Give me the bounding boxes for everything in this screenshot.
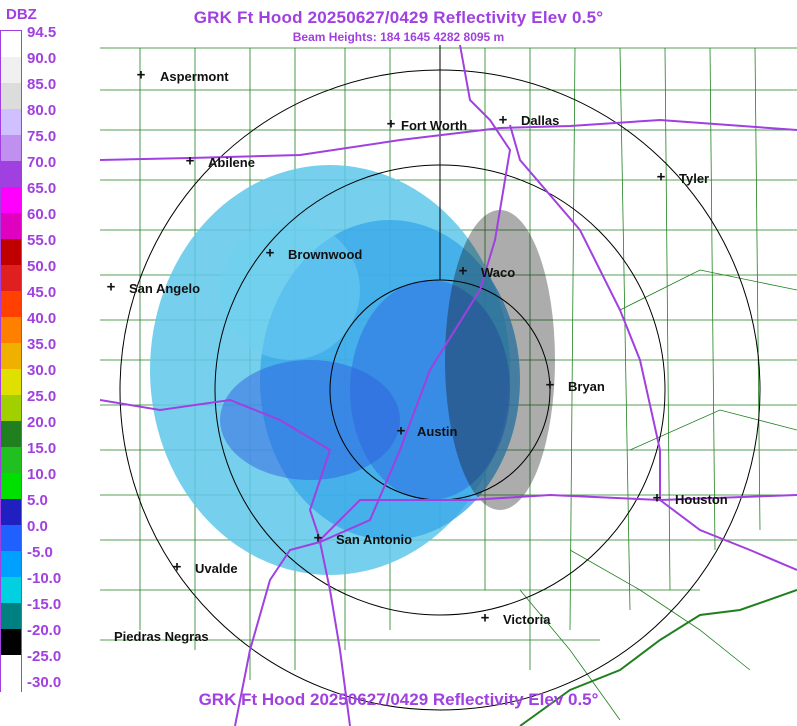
legend-swatch — [1, 83, 21, 109]
legend-label: 65.0 — [27, 180, 57, 197]
legend-label: -5.0 — [27, 544, 53, 561]
city-label: Abilene — [208, 155, 255, 170]
legend-label: 35.0 — [27, 336, 57, 353]
legend-swatch — [1, 525, 21, 551]
legend-label: 5.0 — [27, 492, 48, 509]
city-label: Piedras Negras — [114, 629, 209, 644]
footer-title: GRK Ft Hood 20250627/0429 Reflectivity E… — [198, 690, 599, 709]
legend-label: 85.0 — [27, 76, 57, 93]
beam-heights: Beam Heights: 184 1645 4282 8095 m — [292, 30, 505, 44]
legend-label: 20.0 — [27, 414, 57, 431]
city-marker: + — [136, 66, 146, 84]
city-label: San Antonio — [336, 532, 413, 547]
city-label: Bryan — [568, 379, 605, 394]
legend-label: 50.0 — [27, 258, 57, 275]
city-marker: + — [480, 609, 490, 627]
city-label: Fort Worth — [401, 118, 468, 133]
radar-map[interactable] — [100, 30, 797, 726]
city-marker: + — [313, 529, 323, 547]
city-marker: + — [172, 558, 182, 576]
legend-label: 55.0 — [27, 232, 57, 249]
legend-swatch — [1, 265, 21, 291]
legend-swatch — [1, 551, 21, 577]
legend-label: 10.0 — [27, 466, 57, 483]
legend-label: -15.0 — [27, 596, 62, 613]
city-marker: + — [545, 376, 555, 394]
dbz-color-legend — [0, 30, 22, 707]
legend-swatch — [1, 603, 21, 629]
legend-swatch — [1, 629, 21, 655]
legend-label: 15.0 — [27, 440, 57, 457]
legend-swatch — [1, 109, 21, 135]
legend-label: 70.0 — [27, 154, 57, 171]
legend-label: -30.0 — [27, 674, 62, 691]
legend-swatch — [1, 421, 21, 447]
page-title: GRK Ft Hood 20250627/0429 Reflectivity E… — [193, 8, 604, 27]
legend-label: 94.5 — [27, 24, 57, 41]
city-marker: + — [652, 489, 662, 507]
highways — [100, 44, 797, 726]
city-label: San Angelo — [129, 281, 201, 296]
city-marker: + — [656, 168, 666, 186]
legend-swatch — [1, 187, 21, 213]
reflectivity-echoes — [150, 165, 555, 575]
legend-swatch — [1, 473, 21, 499]
city-label: Houston — [675, 492, 728, 507]
city-marker: + — [265, 244, 275, 262]
legend-swatch — [1, 447, 21, 473]
city-label: Waco — [481, 265, 516, 280]
city-label: Austin — [417, 424, 458, 439]
legend-swatch — [1, 291, 21, 317]
legend-swatch — [1, 499, 21, 525]
city-label: Victoria — [503, 612, 551, 627]
legend-swatch — [1, 57, 21, 83]
legend-swatch — [1, 577, 21, 603]
legend-swatch — [1, 239, 21, 265]
legend-swatch — [1, 213, 21, 239]
city-marker: + — [386, 115, 396, 133]
legend-label: -10.0 — [27, 570, 62, 587]
legend-swatch — [1, 369, 21, 395]
city-label: Aspermont — [160, 69, 229, 84]
legend-swatch — [1, 395, 21, 421]
legend-swatch — [1, 317, 21, 343]
legend-label: 60.0 — [27, 206, 57, 223]
legend-label: -20.0 — [27, 622, 62, 639]
city-label: Tyler — [679, 171, 710, 186]
range-rings — [119, 45, 761, 711]
legend-label: -25.0 — [27, 648, 62, 665]
city-label: Brownwood — [288, 247, 363, 262]
legend-label: 80.0 — [27, 102, 57, 119]
legend-unit: DBZ — [6, 6, 37, 23]
coastline — [519, 589, 797, 726]
legend-label: 25.0 — [27, 388, 57, 405]
legend-swatch — [1, 681, 21, 707]
city-label: Dallas — [521, 113, 560, 128]
legend-label: 40.0 — [27, 310, 57, 327]
legend-swatch — [1, 31, 21, 57]
legend-swatch — [1, 343, 21, 369]
city-label: Uvalde — [195, 561, 238, 576]
city-marker: + — [498, 111, 508, 129]
city-marker: + — [185, 152, 195, 170]
city-marker: + — [106, 278, 116, 296]
city-marker: + — [458, 262, 468, 280]
legend-swatch — [1, 655, 21, 681]
city-marker: + — [396, 422, 406, 440]
legend-label: 45.0 — [27, 284, 57, 301]
legend-label: 0.0 — [27, 518, 48, 535]
legend-label: 30.0 — [27, 362, 57, 379]
legend-label: 75.0 — [27, 128, 57, 145]
legend-label: 90.0 — [27, 50, 57, 67]
legend-swatch — [1, 135, 21, 161]
legend-swatch — [1, 161, 21, 187]
